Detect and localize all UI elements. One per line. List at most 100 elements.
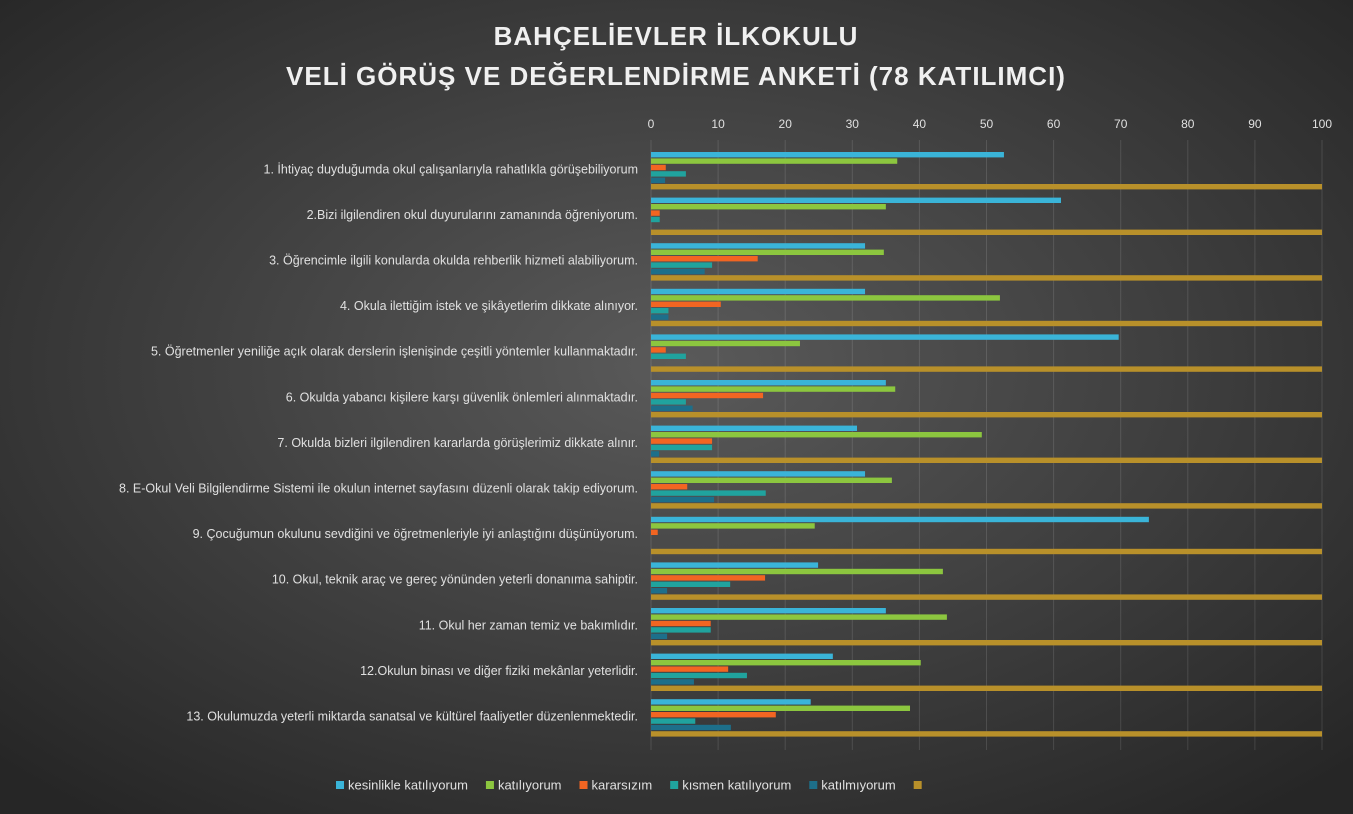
bar [651,425,857,431]
bar [651,243,866,249]
y-tick-label: 4. Okula ilettiğim istek ve şikâyetlerim… [340,299,638,313]
bar [651,392,764,399]
bar [651,457,1322,463]
bar [651,184,1322,190]
bar [651,164,666,171]
bar [651,620,711,627]
bar [651,229,1322,235]
bar [651,366,1322,372]
bar [651,477,892,483]
bar [651,594,1322,600]
bar [651,320,1322,327]
bar [651,627,711,633]
bar [651,171,686,177]
legend-label: katılıyorum [498,777,562,792]
bar [651,718,696,724]
legend-label: kesinlikle katılıyorum [348,777,468,792]
x-tick-label: 50 [980,117,994,131]
legend-label: kısmen katılıyorum [682,777,791,792]
bar [651,672,747,679]
bar [651,204,886,210]
y-tick-label: 9. Çocuğumun okulunu sevdiğini ve öğretm… [193,527,638,541]
legend-marker [579,781,588,789]
bar [651,288,866,295]
bar [651,653,833,659]
y-tick-label: 5. Öğretmenler yeniliğe açık olarak ders… [151,345,638,359]
x-tick-label: 90 [1248,117,1262,131]
bar [651,640,1322,646]
bar [651,731,1322,737]
bar [651,568,943,575]
bar [651,471,866,477]
y-tick-label: 1. İhtiyaç duyduğumda okul çalışanlarıyl… [264,162,639,176]
legend-marker [913,781,922,789]
bar [651,548,1322,555]
y-tick-label: 2.Bizi ilgilendiren okul duyurularını za… [307,208,638,222]
x-tick-label: 40 [913,117,927,131]
legend-marker [670,781,679,789]
legend-marker [809,781,818,789]
bar [651,340,800,347]
bar [651,712,776,718]
y-tick-label: 10. Okul, teknik araç ve gereç yönünden … [272,573,638,587]
legend-marker [336,781,344,789]
chart-subtitle: VELİ GÖRÜŞ VE DEĞERLENDİRME ANKETİ (78 K… [286,61,1066,91]
x-tick-label: 30 [846,117,860,131]
bar [651,432,982,438]
y-tick-label: 11. Okul her zaman temiz ve bakımlıdır. [419,618,638,632]
x-tick-label: 0 [648,117,655,131]
bar [651,380,886,386]
bar [651,484,688,490]
bar [651,216,660,223]
bar [651,438,713,444]
bar [651,588,668,594]
bar [651,633,668,639]
y-tick-label: 3. Öğrencimle ilgili konularda okulda re… [269,253,638,267]
bar [651,399,686,405]
x-tick-label: 60 [1047,117,1061,131]
bar [651,496,715,503]
bar [651,705,911,711]
bar [651,562,819,568]
bar [651,210,660,216]
legend-label: katılmıyorum [821,777,895,792]
legend-label: kararsızım [592,777,653,792]
bar [651,275,1322,281]
x-tick-label: 20 [779,117,793,131]
x-tick-label: 10 [711,117,725,131]
bar [651,152,1004,158]
bar [651,581,731,587]
bar [651,158,898,164]
y-tick-label: 12.Okulun binası ve diğer fiziki mekânla… [360,664,638,678]
bar [651,262,713,268]
bar [651,386,896,392]
bar [651,699,811,705]
bar [651,660,921,666]
bar [651,523,815,529]
bar [651,268,705,275]
y-tick-label: 7. Okulda bizleri ilgilendiren kararlard… [277,436,638,450]
x-tick-label: 70 [1114,117,1128,131]
bar [651,347,666,353]
chart-title: BAHÇELİEVLER İLKOKULU [494,21,859,51]
bar [651,334,1119,340]
bar [651,614,947,620]
x-tick-label: 100 [1312,117,1332,131]
bar [651,256,758,262]
y-tick-label: 6. Okulda yabancı kişilere karşı güvenli… [286,390,638,404]
bar [651,412,1322,418]
bar [651,666,729,672]
bar [651,529,658,535]
x-tick-label: 80 [1181,117,1195,131]
bar [651,353,686,359]
bar [651,177,666,183]
bar [651,308,669,314]
bar [651,724,731,731]
bar [651,295,1000,301]
bar [651,503,1322,509]
bar [651,679,694,685]
bar [651,685,1322,691]
bar [651,197,1061,203]
bar [651,608,886,614]
